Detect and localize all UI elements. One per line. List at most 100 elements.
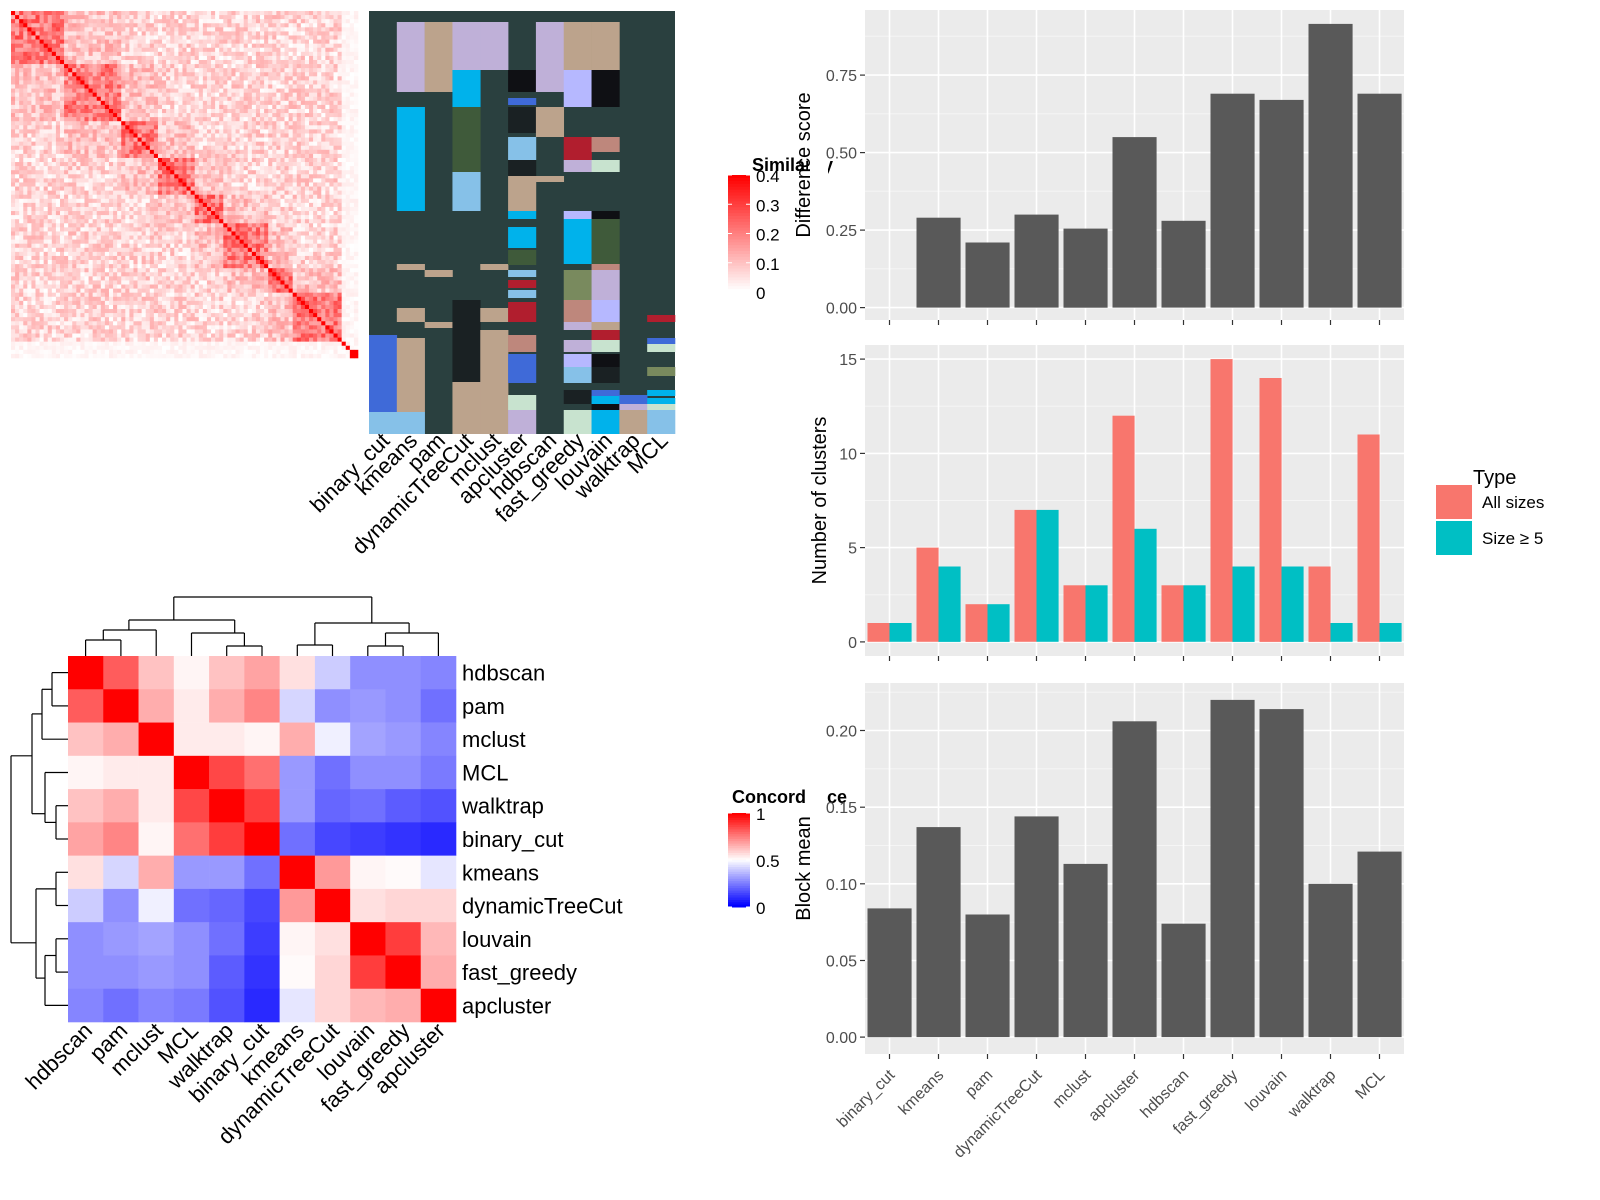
similarity-cell [76,178,81,183]
similarity-cell [329,64,334,69]
similarity-cell [178,35,183,40]
similarity-cell [243,223,249,228]
similarity-cell [288,206,293,212]
similarity-cell [137,64,142,69]
similarity-cell [166,100,171,106]
similarity-cell [39,166,44,171]
similarity-cell [35,76,40,81]
similarity-cell [223,190,228,195]
similarity-cell [206,51,212,57]
similarity-cell [141,15,147,20]
similarity-cell [178,215,183,220]
similarity-cell [349,108,355,114]
similarity-cell [292,108,298,114]
similarity-cell [145,211,151,216]
similarity-cell [272,162,277,167]
similarity-cell [88,43,93,49]
similarity-cell [125,121,130,126]
similarity-cell [39,43,44,49]
similarity-cell [59,117,65,122]
similarity-cell [255,166,261,171]
similarity-cell [92,149,98,155]
similarity-cell [329,186,334,191]
similarity-cell [284,55,289,61]
similarity-cell [92,243,98,249]
similarity-cell [39,239,44,244]
similarity-cell [55,11,61,16]
similarity-cell [337,23,342,28]
similarity-cell [182,211,187,216]
similarity-cell [51,51,57,57]
similarity-cell [76,11,81,16]
similarity-cell [51,59,57,65]
similarity-cell [264,166,269,171]
similarity-cell [317,231,322,236]
similarity-cell [80,23,85,28]
similarity-cell [96,170,102,175]
similarity-cell [296,76,302,81]
similarity-cell [11,72,16,77]
similarity-cell [170,19,175,24]
similarity-cell [137,157,142,163]
similarity-cell [64,129,69,134]
similarity-cell [255,227,261,232]
similarity-cell [178,198,183,204]
similarity-cell [272,174,277,179]
similarity-cell [227,202,232,208]
similarity-cell [141,11,147,16]
similarity-cell [170,64,175,69]
similarity-cell [202,202,208,208]
similarity-cell [296,72,302,77]
similarity-cell [353,19,359,24]
similarity-cell [162,231,167,236]
similarity-cell [84,162,89,167]
similarity-cell [276,247,281,253]
similarity-cell [68,47,73,53]
similarity-cell [35,153,40,159]
similarity-cell [76,190,81,195]
similarity-cell [121,100,126,106]
similarity-cell [313,182,318,187]
similarity-cell [178,100,183,106]
similarity-cell [215,198,220,204]
similarity-cell [108,190,114,195]
similarity-cell [313,170,318,175]
similarity-cell [149,157,155,163]
similarity-cell [51,64,57,69]
similarity-cell [39,170,44,175]
similarity-cell [96,72,102,77]
similarity-cell [186,113,191,118]
similarity-cell [31,59,36,65]
similarity-cell [76,153,81,159]
similarity-cell [239,178,244,183]
similarity-cell [292,117,298,122]
similarity-cell [133,231,138,236]
similarity-cell [272,211,277,216]
similarity-cell [190,121,195,126]
similarity-cell [268,137,273,142]
similarity-cell [198,157,204,163]
similarity-cell [43,23,49,28]
similarity-cell [43,198,49,204]
similarity-cell [174,141,179,147]
similarity-cell [341,59,347,65]
similarity-cell [337,55,342,61]
similarity-cell [317,219,322,224]
similarity-cell [92,190,98,195]
similarity-cell [264,162,269,167]
similarity-cell [260,27,265,32]
similarity-cell [345,108,351,114]
similarity-cell [72,15,77,20]
similarity-cell [133,59,138,65]
similarity-cell [96,84,102,89]
similarity-cell [88,227,93,232]
similarity-cell [202,157,208,163]
similarity-cell [292,47,298,53]
similarity-cell [223,211,228,216]
similarity-cell [215,39,220,44]
similarity-cell [15,211,20,216]
similarity-cell [288,141,293,147]
similarity-cell [80,194,85,200]
similarity-cell [166,43,171,49]
similarity-cell [296,137,302,142]
